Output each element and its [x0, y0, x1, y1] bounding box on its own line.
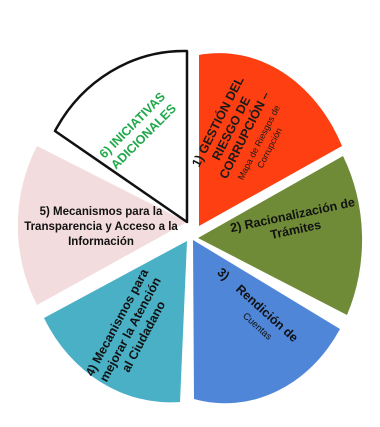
segment-rendicion	[193, 240, 340, 404]
segment-atencion-ciudadano	[44, 241, 187, 403]
segment-transparencia	[17, 146, 187, 305]
segment-transparencia-line-1: 5) Mecanismos para la	[40, 206, 163, 218]
segment-transparencia-line-2: Transparencia y Acceso a la	[24, 221, 178, 233]
segment-gestion-riesgo	[199, 53, 342, 226]
segment-racionalizacion	[198, 156, 363, 315]
segment-iniciativas	[53, 49, 189, 224]
segment-transparencia-label: 5) Mecanismos para la Transparencia y Ac…	[24, 206, 178, 248]
segment-transparencia-line-3: Información	[68, 236, 134, 248]
